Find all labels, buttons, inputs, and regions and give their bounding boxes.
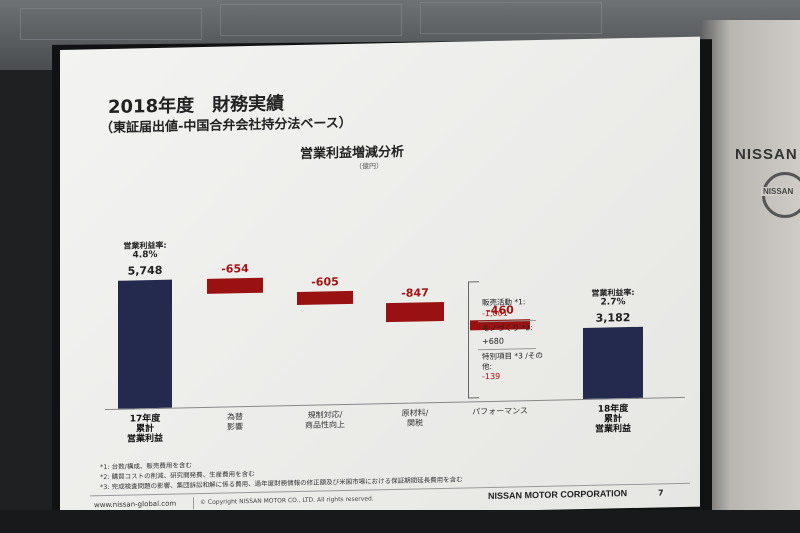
margin-value: 4.8% xyxy=(132,250,158,261)
category-label-line: 営業利益 xyxy=(594,424,631,435)
breakdown-label-special: 特別項目 *3 /その他: xyxy=(482,350,543,372)
breakdown-bracket xyxy=(468,281,479,399)
floor xyxy=(0,510,800,533)
total-bar xyxy=(583,327,643,400)
breakdown-divider xyxy=(478,348,536,351)
chart-unit: （億円） xyxy=(355,162,383,171)
footer-copyright: © Copyright NISSAN MOTOR CO., LTD. All r… xyxy=(200,495,374,507)
category-label: パフォーマンス xyxy=(460,406,540,418)
wall-emblem-text: NISSAN xyxy=(761,187,796,196)
page-number: 7 xyxy=(658,488,664,498)
slide: 2018年度 財務実績 （東証届出値-中国合弁会社持分法ベース） 営業利益増減分… xyxy=(60,36,700,521)
ceiling-tile xyxy=(220,4,402,36)
ceiling-tile xyxy=(420,2,602,34)
breakdown-label-monozukuri: モノづくり *2: xyxy=(482,323,533,334)
bar-value-label: 3,182 xyxy=(595,311,631,326)
breakdown-value-sales: -1,001 xyxy=(482,308,508,319)
decrease-bar xyxy=(386,302,444,323)
category-label-line: 関税 xyxy=(407,418,423,428)
bar-value-label: -847 xyxy=(401,286,429,301)
category-label: 18年度 累計 営業利益 xyxy=(573,404,653,436)
wall-emblem-icon: NISSAN xyxy=(761,172,800,218)
decrease-bar xyxy=(297,290,353,306)
category-label-line: パフォーマンス xyxy=(472,406,528,417)
wall-right xyxy=(700,20,800,533)
category-label-line: 影響 xyxy=(227,422,243,432)
total-bar xyxy=(118,280,172,409)
slide-subtitle: （東証届出値-中国合弁会社持分法ベース） xyxy=(100,115,352,137)
category-label: 規制対応/商品性向上 xyxy=(285,410,365,432)
category-label-line: 営業利益 xyxy=(126,433,163,445)
bar-value-label: 5,748 xyxy=(127,264,163,278)
chart-title: 営業利益増減分析 xyxy=(300,144,405,162)
wall-logo: NISSAN xyxy=(735,146,798,163)
category-label: 原材料/関税 xyxy=(375,408,455,430)
footer-corporation: NISSAN MOTOR CORPORATION xyxy=(488,488,628,502)
category-label: 17年度 累計 営業利益 xyxy=(105,413,185,445)
decrease-bar xyxy=(207,278,263,294)
footer-url: www.nissan-global.com xyxy=(94,499,177,510)
margin-value: 2.7% xyxy=(600,297,626,309)
category-label-line: 商品性向上 xyxy=(305,420,345,430)
ceiling-tile xyxy=(20,8,202,40)
breakdown-value-monozukuri: +680 xyxy=(482,336,504,347)
category-label: 為替 影響 xyxy=(195,411,275,433)
bar-value-label: -654 xyxy=(221,262,249,277)
footer-separator xyxy=(193,497,194,510)
breakdown-value-special: -139 xyxy=(482,371,501,382)
breakdown-label-sales: 販売活動 *1: xyxy=(482,297,526,308)
bar-value-label: -605 xyxy=(311,275,339,289)
